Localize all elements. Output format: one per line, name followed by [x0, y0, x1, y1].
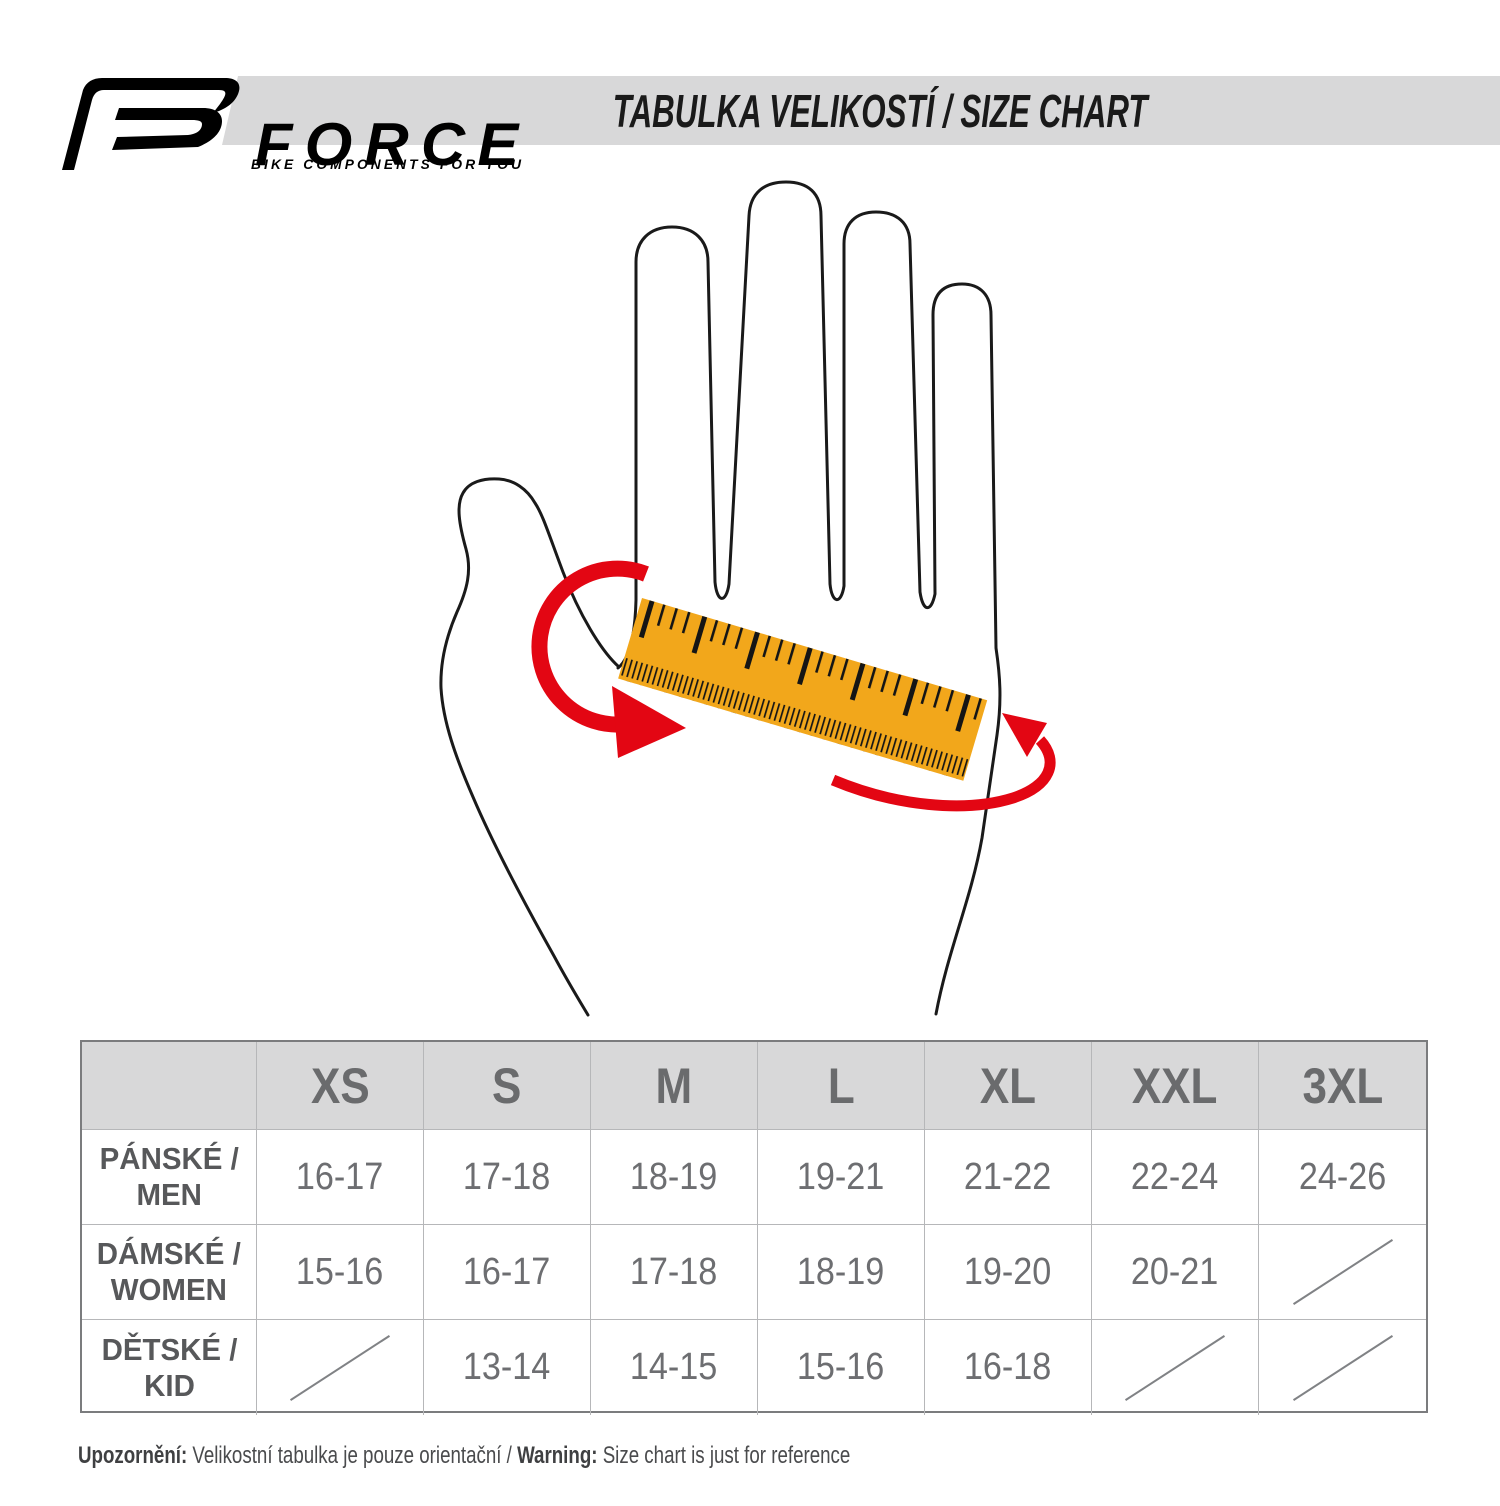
- table-cell-kid-xxl-empty: [1092, 1320, 1259, 1415]
- note-label-en: Warning:: [517, 1442, 598, 1469]
- table-cell-women-xs: 15-16: [257, 1225, 424, 1320]
- table-cell-men-m: 18-19: [591, 1130, 758, 1225]
- col-header-m: M: [591, 1042, 758, 1130]
- row-header-women: DÁMSKÉ / WOMEN: [82, 1225, 257, 1320]
- note-text-en: Size chart is just for reference: [597, 1442, 851, 1469]
- table-cell-kid-3xl-empty: [1259, 1320, 1426, 1415]
- force-logo-tagline: BIKE COMPONENTS FOR YOU: [251, 156, 525, 172]
- table-cell-kid-l: 15-16: [758, 1320, 925, 1415]
- size-table: XS S M L XL XXL 3XL PÁNSKÉ / MEN 16-17 1…: [80, 1040, 1428, 1415]
- force-logo-mark-icon: [62, 78, 240, 170]
- col-header-xs: XS: [257, 1042, 424, 1130]
- title-band: [222, 76, 1500, 145]
- col-header-xxl: XXL: [1092, 1042, 1259, 1130]
- table-corner-cell: [82, 1042, 257, 1130]
- table-cell-men-3xl: 24-26: [1259, 1130, 1426, 1225]
- row-header-kid: DĚTSKÉ / KID: [82, 1320, 257, 1415]
- table-cell-women-xl: 19-20: [925, 1225, 1092, 1320]
- table-cell-women-xxl: 20-21: [1092, 1225, 1259, 1320]
- table-cell-men-xs: 16-17: [257, 1130, 424, 1225]
- table-cell-kid-xs-empty: [257, 1320, 424, 1415]
- col-header-s: S: [424, 1042, 591, 1130]
- empty-cell-slash: [1124, 1334, 1226, 1401]
- table-cell-men-l: 19-21: [758, 1130, 925, 1225]
- empty-cell-slash: [1292, 1334, 1393, 1401]
- table-cell-women-s: 16-17: [424, 1225, 591, 1320]
- row-header-men: PÁNSKÉ / MEN: [82, 1130, 257, 1225]
- note-text-cs: Velikostní tabulka je pouze orientační /: [187, 1442, 518, 1469]
- open-hand-icon: [439, 180, 1002, 1017]
- force-logo-wordmark: FORCE: [255, 111, 531, 178]
- empty-cell-slash: [289, 1334, 391, 1401]
- col-header-xl: XL: [925, 1042, 1092, 1130]
- table-cell-kid-m: 14-15: [591, 1320, 758, 1415]
- empty-cell-slash: [1292, 1239, 1393, 1305]
- hand-measurement-illustration: [439, 180, 1056, 1017]
- table-cell-men-xl: 21-22: [925, 1130, 1092, 1225]
- table-cell-kid-s: 13-14: [424, 1320, 591, 1415]
- ruler-icon: [618, 598, 988, 781]
- force-logo: FORCE BIKE COMPONENTS FOR YOU: [55, 70, 575, 200]
- page-title: TABULKA VELIKOSTÍ / SIZE CHART: [612, 84, 1148, 137]
- table-cell-men-s: 17-18: [424, 1130, 591, 1225]
- col-header-3xl: 3XL: [1259, 1042, 1426, 1130]
- table-cell-kid-xl: 16-18: [925, 1320, 1092, 1415]
- measure-arrow-right-icon: [830, 713, 1056, 812]
- table-cell-men-xxl: 22-24: [1092, 1130, 1259, 1225]
- measure-arrow-left-icon: [531, 560, 686, 758]
- table-cell-women-l: 18-19: [758, 1225, 925, 1320]
- table-cell-women-m: 17-18: [591, 1225, 758, 1320]
- col-header-l: L: [758, 1042, 925, 1130]
- note-label-cs: Upozornění:: [78, 1442, 188, 1469]
- reference-note: Upozornění: Velikostní tabulka je pouze …: [78, 1442, 850, 1470]
- table-cell-women-3xl-empty: [1259, 1225, 1426, 1320]
